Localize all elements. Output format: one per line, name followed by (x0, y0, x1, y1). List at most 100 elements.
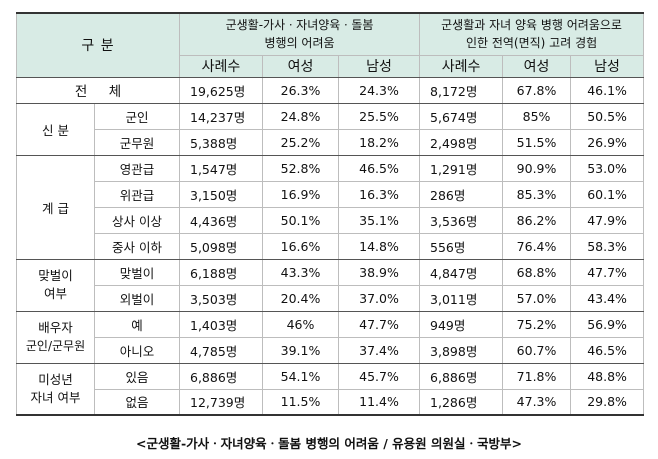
table-cell: 4,436명 (179, 206, 263, 234)
table-cell: 46.5% (337, 154, 421, 182)
table-cell: 43.4% (570, 284, 645, 312)
table-cell: 58.3% (570, 232, 645, 260)
header-group2: 군생활과 자녀 양육 병행 어려움으로 인한 전역(면직) 고려 경험 (419, 12, 645, 56)
table-cell: 29.8% (570, 388, 645, 416)
table-cell: 1,286명 (419, 388, 504, 416)
header-category: 구 분 (16, 12, 180, 78)
table-cell: 47.7% (337, 310, 421, 338)
table-cell: 25.5% (337, 102, 421, 130)
col-header: 남성 (570, 54, 645, 78)
table-cell: 20.4% (262, 284, 339, 312)
table-cell: 68.8% (502, 258, 572, 286)
table-cell: 86.2% (502, 206, 572, 234)
table-cell: 16.3% (337, 180, 421, 208)
row-sublabel: 군무원 (94, 128, 180, 156)
table-cell: 45.7% (337, 362, 421, 390)
table-cell: 39.1% (262, 336, 339, 364)
row-group-label-line1: 배우자 (38, 320, 73, 335)
row-group-label: 미성년 자녀 여부 (16, 362, 95, 416)
table-cell: 50.5% (570, 102, 645, 130)
table-cell: 1,403명 (179, 310, 263, 338)
table-cell: 556명 (419, 232, 504, 260)
table-cell: 14.8% (337, 232, 421, 260)
table-cell: 35.1% (337, 206, 421, 234)
table-cell: 2,498명 (419, 128, 504, 156)
row-group-label-line2: 여부 (43, 286, 67, 301)
table-cell: 47.3% (502, 388, 572, 416)
row-group-label-line1: 미성년 (38, 371, 73, 387)
table-cell: 53.0% (570, 154, 645, 182)
table-cell: 16.6% (262, 232, 339, 260)
table-cell: 19,625명 (179, 76, 263, 104)
table-cell: 24.8% (262, 102, 339, 130)
table-cell: 3,011명 (419, 284, 504, 312)
table-cell: 76.4% (502, 232, 572, 260)
table-cell: 47.7% (570, 258, 645, 286)
col-header: 남성 (337, 54, 421, 78)
col-header: 여성 (502, 54, 572, 78)
table-cell: 71.8% (502, 362, 572, 390)
table-cell: 3,503명 (179, 284, 263, 312)
table-caption: <군생활-가사ㆍ자녀양육ㆍ돌봄 병행의 어려움 / 유용원 의원실ㆍ국방부> (136, 436, 522, 451)
row-label: 전 체 (16, 76, 180, 104)
header-group1-line2: 병행의 어려움 (264, 36, 335, 51)
table-cell: 56.9% (570, 310, 645, 338)
table-cell: 54.1% (262, 362, 339, 390)
row-sublabel: 없음 (94, 388, 180, 416)
row-group-label-line2: 군인/군무원 (25, 339, 86, 353)
table-cell: 26.3% (262, 76, 339, 104)
table-cell: 26.9% (570, 128, 645, 156)
table-row: 중사 이하 5,098명 16.6% 14.8% 556명 76.4% 58.3… (17, 232, 645, 260)
table-cell: 18.2% (337, 128, 421, 156)
table-cell: 46.1% (570, 76, 645, 104)
row-sublabel: 상사 이상 (94, 206, 180, 234)
table-cell: 47.9% (570, 206, 645, 234)
table-cell: 3,898명 (419, 336, 504, 364)
table-cell: 67.8% (502, 76, 572, 104)
row-group-label: 신 분 (16, 102, 95, 156)
table-cell: 46.5% (570, 336, 645, 364)
table-row: 없음 12,739명 11.5% 11.4% 1,286명 47.3% 29.8… (17, 388, 645, 416)
table-cell: 14,237명 (179, 102, 263, 130)
row-sublabel: 위관급 (94, 180, 180, 208)
table-cell: 286명 (419, 180, 504, 208)
header-group2-line2: 인한 전역(면직) 고려 경험 (465, 36, 598, 51)
table-row: 배우자 군인/군무원 예 1,403명 46% 47.7% 949명 75.2%… (16, 310, 645, 364)
table-row: 군무원 5,388명 25.2% 18.2% 2,498명 51.5% 26.9… (17, 128, 645, 156)
table-cell: 37.4% (337, 336, 421, 364)
row-group-label-line1: 맞벌이 (38, 268, 73, 283)
table-row: 미성년 자녀 여부 있음 6,886명 54.1% 45.7% 6,886명 7… (16, 362, 645, 416)
table-cell: 1,291명 (419, 154, 504, 182)
table-cell: 11.5% (262, 388, 339, 416)
row-group-label: 맞벌이 여부 (16, 258, 95, 312)
row-sublabel: 중사 이하 (94, 232, 180, 260)
row-sublabel: 외벌이 (94, 284, 180, 312)
table-cell: 12,739명 (179, 388, 263, 416)
table-cell: 43.3% (262, 258, 339, 286)
row-sublabel: 영관급 (94, 154, 180, 182)
table-cell: 8,172명 (419, 76, 504, 104)
row-group-label-line2: 자녀 여부 (30, 389, 81, 405)
table-cell: 3,150명 (179, 180, 263, 208)
header-group1-line1: 군생활-가사ㆍ자녀양육ㆍ돌봄 (225, 18, 374, 33)
table-cell: 5,674명 (419, 102, 504, 130)
data-table: 구 분 군생활-가사ㆍ자녀양육ㆍ돌봄 병행의 어려움 군생활과 자녀 양육 병행… (16, 12, 645, 416)
col-header: 사례수 (179, 54, 263, 78)
table-cell: 37.0% (337, 284, 421, 312)
table-cell: 16.9% (262, 180, 339, 208)
table-cell: 60.7% (502, 336, 572, 364)
table-cell: 11.4% (337, 388, 421, 416)
table-cell: 5,388명 (179, 128, 263, 156)
row-sublabel: 맞벌이 (94, 258, 180, 286)
table-row: 신 분 군인 14,237명 24.8% 25.5% 5,674명 85% 50… (16, 102, 645, 156)
col-header: 여성 (262, 54, 339, 78)
table-cell: 949명 (419, 310, 504, 338)
table-row: 맞벌이 여부 맞벌이 6,188명 43.3% 38.9% 4,847명 68.… (16, 258, 645, 312)
table-cell: 85.3% (502, 180, 572, 208)
table-cell: 1,547명 (179, 154, 263, 182)
table-cell: 46% (262, 310, 339, 338)
row-group-label: 계 급 (16, 154, 95, 260)
table-cell: 4,847명 (419, 258, 504, 286)
col-header: 사례수 (419, 54, 504, 78)
row-group-label: 배우자 군인/군무원 (16, 310, 95, 364)
